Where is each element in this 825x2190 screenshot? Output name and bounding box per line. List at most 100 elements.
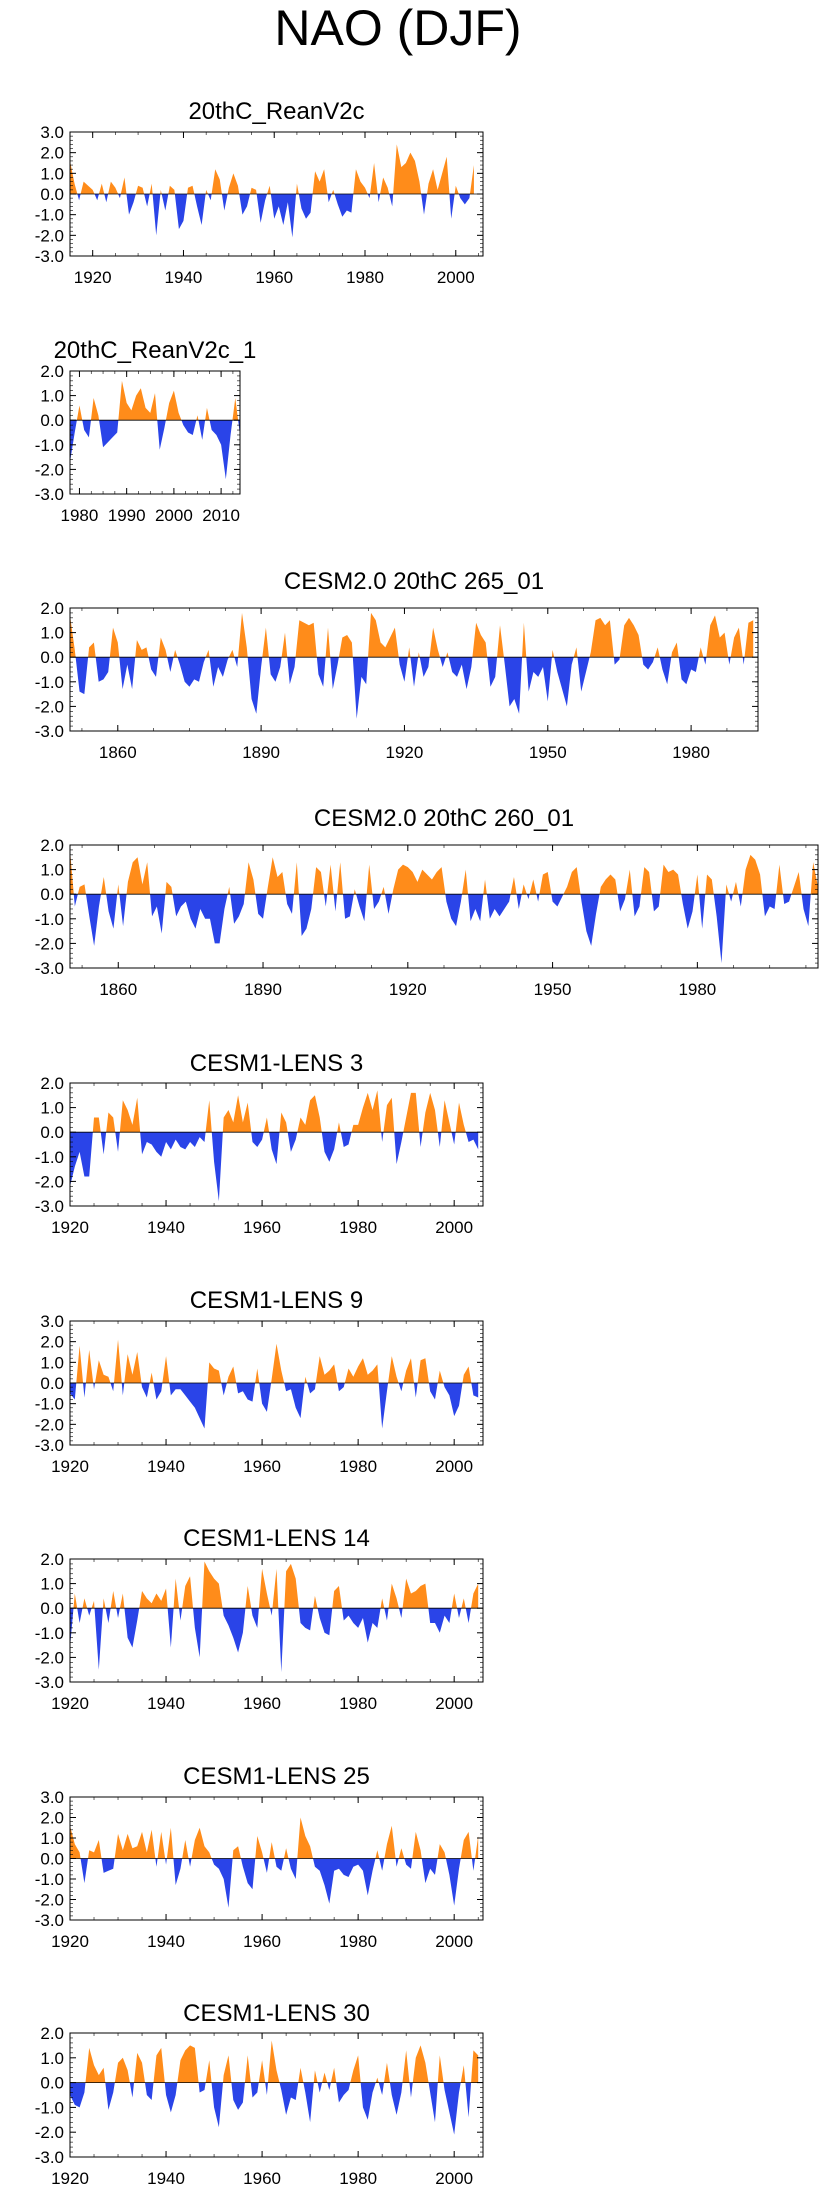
y-tick-label: -2.0 <box>35 1891 64 1910</box>
panel-title: 20thC_ReanV2c <box>188 98 364 125</box>
y-tick-label: -2.0 <box>35 2123 64 2142</box>
y-tick-label: 2.0 <box>40 2024 64 2043</box>
negative-area <box>70 1132 479 1202</box>
y-tick-label: 0.0 <box>40 885 64 904</box>
x-tick-label: 1980 <box>346 268 384 287</box>
y-tick-label: 0.0 <box>40 411 64 430</box>
x-tick-label: 2000 <box>437 268 475 287</box>
x-tick-label: 1980 <box>678 980 716 999</box>
figure-title: NAO (DJF) <box>274 0 521 56</box>
series-group <box>70 144 474 238</box>
panel-title: CESM1-LENS 14 <box>183 1525 370 1552</box>
panel-title: CESM1-LENS 9 <box>190 1287 363 1314</box>
y-tick-label: 1.0 <box>40 164 64 183</box>
chart-panel: CESM1-LENS 14 2.0 1.0 0.0 -1.0 -2.0 -3.0 1920 19… <box>35 1525 484 1713</box>
y-tick-label: -1.0 <box>35 1624 64 1643</box>
x-tick-label: 1960 <box>243 2169 281 2188</box>
negative-area <box>73 894 811 964</box>
positive-area <box>70 1817 479 1859</box>
y-tick-label: -2.0 <box>35 1172 64 1191</box>
y-tick-label: -1.0 <box>35 910 64 929</box>
x-tick-label: 1860 <box>99 743 137 762</box>
y-tick-label: 2.0 <box>40 1809 64 1828</box>
x-tick-label: 1920 <box>51 1932 89 1951</box>
y-tick-label: -1.0 <box>35 673 64 692</box>
y-tick-label: -3.0 <box>35 247 64 266</box>
y-tick-label: -3.0 <box>35 1911 64 1930</box>
y-tick-label: 1.0 <box>40 2049 64 2068</box>
y-tick-label: -1.0 <box>35 1870 64 1889</box>
series-group <box>70 1090 479 1202</box>
series-group <box>70 612 754 719</box>
y-tick-label: -1.0 <box>35 1395 64 1414</box>
x-tick-label: 1980 <box>61 506 99 525</box>
y-tick-label: -2.0 <box>35 697 64 716</box>
panel-title: CESM1-LENS 30 <box>183 2000 370 2027</box>
plot-frame <box>69 2032 484 2158</box>
y-tick-label: 2.0 <box>40 599 64 618</box>
y-tick-label: 2.0 <box>40 362 64 381</box>
negative-area <box>75 657 745 719</box>
y-tick-label: -1.0 <box>35 436 64 455</box>
y-tick-label: 1.0 <box>40 1099 64 1118</box>
x-tick-label: 1980 <box>339 1218 377 1237</box>
x-tick-label: 1960 <box>243 1457 281 1476</box>
y-tick-label: 1.0 <box>40 387 64 406</box>
y-tick-label: 2.0 <box>40 1333 64 1352</box>
plot-frame <box>69 844 819 969</box>
x-tick-label: 1940 <box>147 2169 185 2188</box>
x-tick-label: 1940 <box>147 1218 185 1237</box>
positive-area <box>70 1339 479 1383</box>
y-tick-label: 0.0 <box>40 1599 64 1618</box>
x-tick-label: 1980 <box>339 1932 377 1951</box>
y-tick-label: -3.0 <box>35 1436 64 1455</box>
chart-panel: CESM1-LENS 25 3.0 2.01.0 0.0-1.0 -2.0-3.0 192… <box>35 1763 484 1951</box>
y-tick-label: -1.0 <box>35 2098 64 2117</box>
series-group <box>70 849 818 964</box>
negative-area <box>70 1608 479 1673</box>
y-tick-label: 1.0 <box>40 1829 64 1848</box>
negative-area <box>70 2082 472 2135</box>
x-tick-label: 1960 <box>243 1932 281 1951</box>
y-tick-label: -2.0 <box>35 460 64 479</box>
series-group <box>70 2040 479 2135</box>
y-tick-label: -3.0 <box>35 485 64 504</box>
y-tick-label: -3.0 <box>35 722 64 741</box>
positive-area <box>85 2040 479 2083</box>
plot-frame <box>69 1082 484 1207</box>
y-tick-label: -3.0 <box>35 959 64 978</box>
negative-area <box>70 1858 479 1908</box>
y-tick-label: 0.0 <box>40 1123 64 1142</box>
positive-area <box>70 144 474 194</box>
y-tick-label: 3.0 <box>40 123 64 142</box>
chart-panel: CESM2.0 20thC 260_01 2.0 1.0 0.0 -1.0 -2.0 -3.… <box>35 805 819 999</box>
y-tick-label: 0.0 <box>40 2074 64 2093</box>
x-tick-label: 1920 <box>51 1457 89 1476</box>
x-tick-label: 1980 <box>672 743 710 762</box>
x-tick-label: 1950 <box>534 980 572 999</box>
y-tick-label: 1.0 <box>40 624 64 643</box>
x-tick-label: 2000 <box>435 1457 473 1476</box>
x-tick-label: 2000 <box>435 1694 473 1713</box>
x-tick-label: 1890 <box>244 980 282 999</box>
panel-title: 20thC_ReanV2c_1 <box>54 337 257 364</box>
x-tick-label: 1960 <box>243 1694 281 1713</box>
plot-frame <box>69 607 759 732</box>
y-tick-label: -3.0 <box>35 2148 64 2167</box>
y-tick-label: -2.0 <box>35 934 64 953</box>
x-tick-label: 1960 <box>255 268 293 287</box>
chart-panel: 20thC_ReanV2c 3.0 2.01.0 0.0 -1.0-2.0 -3.0 192… <box>35 98 484 287</box>
series-group <box>70 1817 479 1908</box>
x-tick-label: 1940 <box>165 268 203 287</box>
panels-container: 20thC_ReanV2c3.02.01.00.0-1.0-2.0-3.0192… <box>35 98 819 2188</box>
x-tick-label: 1980 <box>339 1457 377 1476</box>
x-tick-label: 1920 <box>51 1694 89 1713</box>
series-group <box>70 1339 479 1429</box>
panel-title: CESM2.0 20thC 260_01 <box>314 805 574 832</box>
x-tick-label: 2000 <box>155 506 193 525</box>
chart-panel: 20thC_ReanV2c_12.0 1.0 0.0 -1.0 -2.0 -3.0 1980… <box>35 337 257 525</box>
y-tick-label: 3.0 <box>40 1788 64 1807</box>
chart-panel: CESM1-LENS 9 3.0 2.01.0 0.0 -1.0-2.0 -3.0 1920… <box>35 1287 484 1476</box>
panel-title: CESM1-LENS 25 <box>183 1763 370 1790</box>
